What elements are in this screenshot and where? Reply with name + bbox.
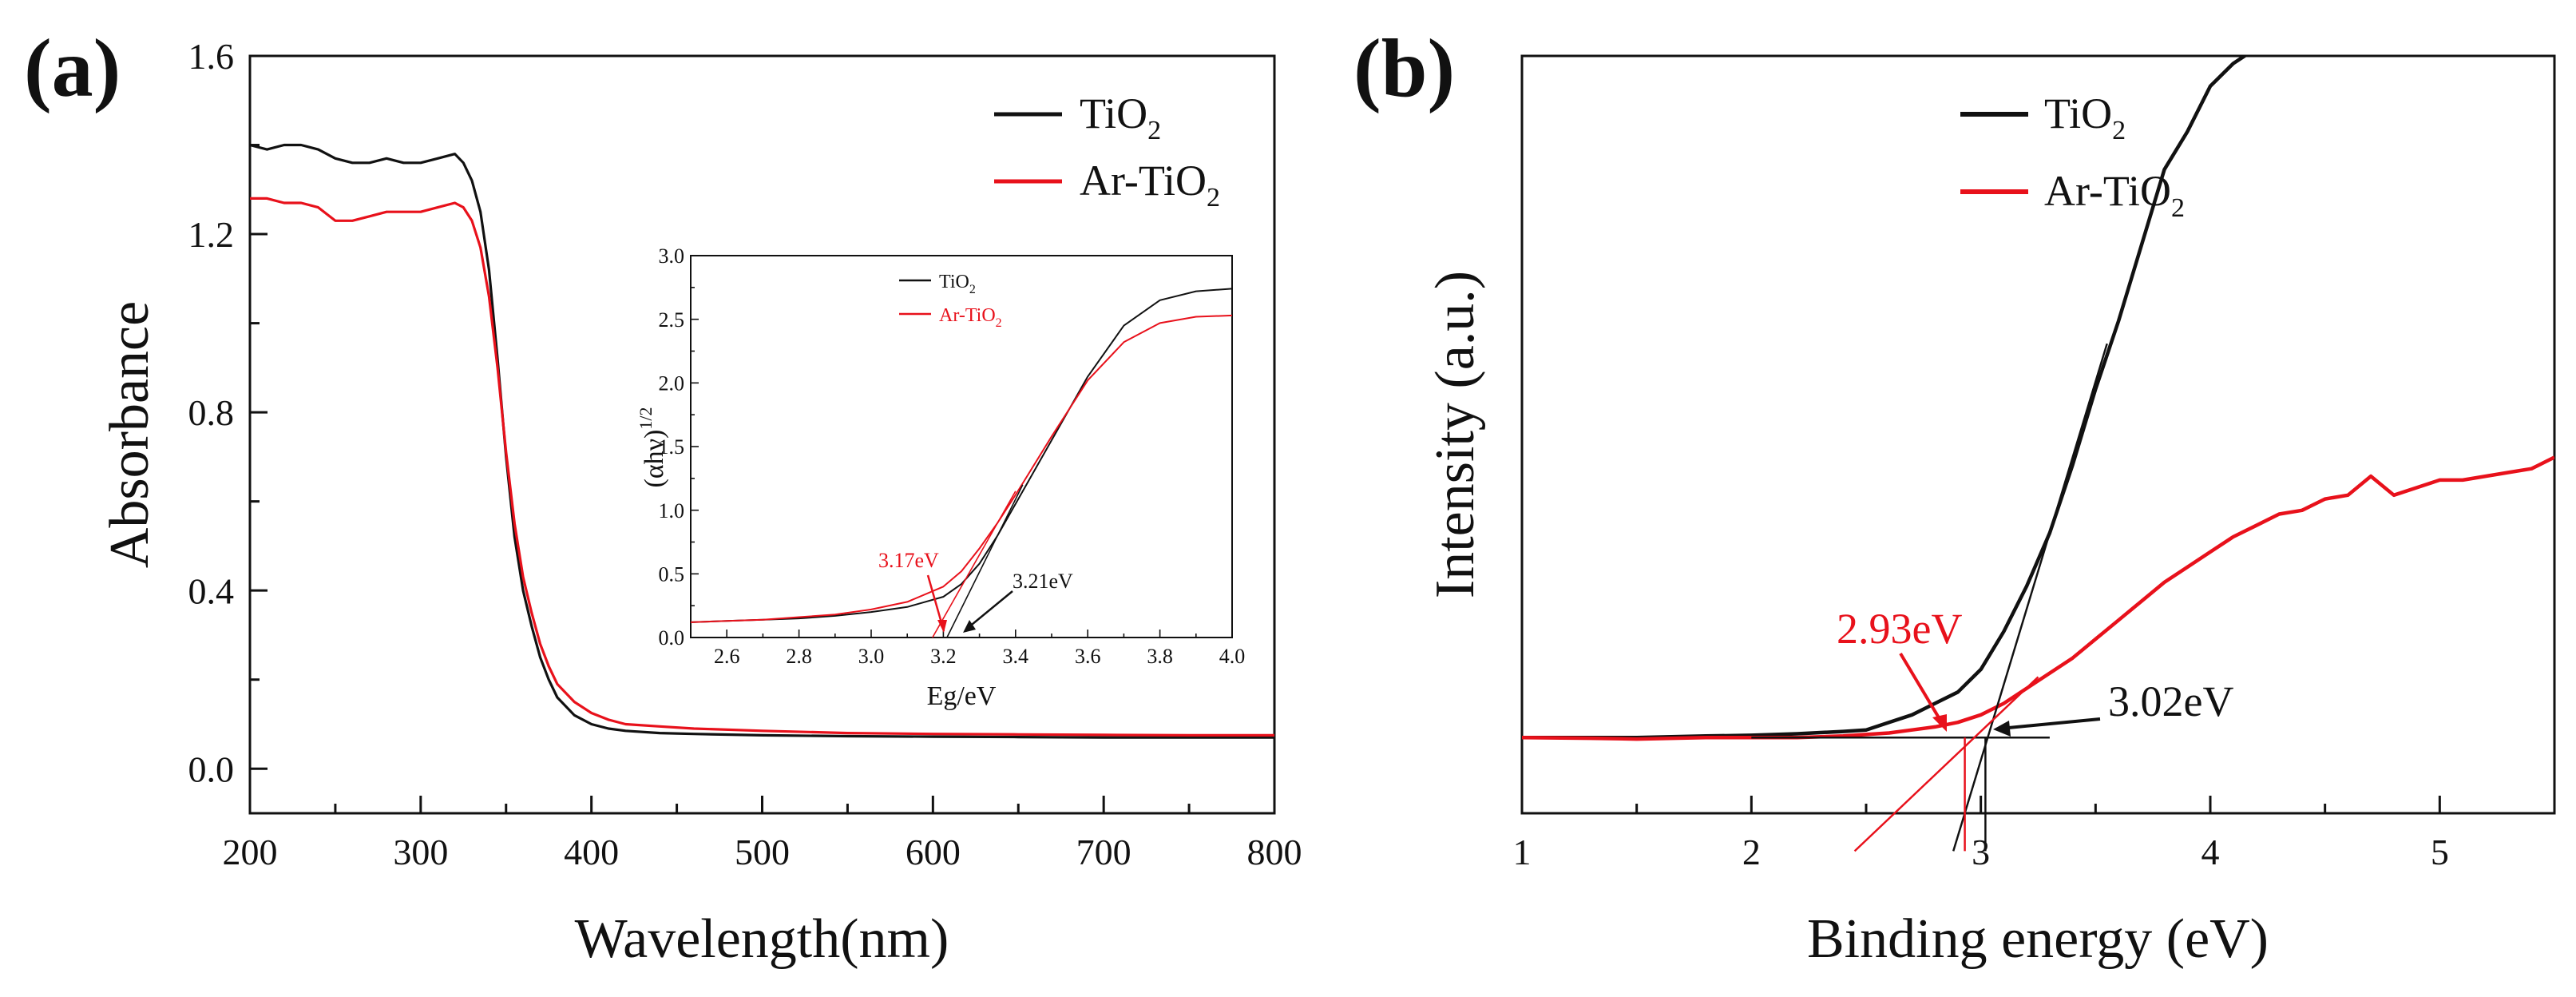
series-line-ar-tio xyxy=(691,314,1232,623)
x-tick-label: 3 xyxy=(1972,832,1990,872)
y-tick-label: 1.6 xyxy=(188,36,235,77)
y-tick-label: 0.5 xyxy=(659,562,685,586)
panel-b-annotation-3-02ev: 3.02eV xyxy=(2108,677,2233,725)
panel-b-arrowhead-3-02ev xyxy=(1993,721,2011,737)
inset-annotation-3-17ev: 3.17eV xyxy=(878,549,939,572)
inset-tick-labels: 2.6 2.8 3.0 3.2 3.4 3.6 3.8 4.0 0.0 0.5 1.0 1.5 2.0 2… xyxy=(659,244,1246,668)
x-tick-label: 2.8 xyxy=(786,645,812,668)
inset-arrow-3-21ev xyxy=(967,590,1013,629)
y-tick-label: 2.0 xyxy=(659,371,685,395)
panel-b-arrowhead-2-93ev xyxy=(1932,714,1947,732)
y-tick-label: 3.0 xyxy=(659,244,685,268)
x-tick-label: 2.6 xyxy=(714,645,740,668)
panel-b-legend-label-ar-tio2: Ar-TiO2 xyxy=(2044,167,2185,223)
panel-b-y-axis-label: Intensity (a.u.) xyxy=(1425,271,1486,598)
series-line-ar-tio2-tangent xyxy=(1853,676,2039,852)
inset-arrowhead-3-17ev xyxy=(937,620,947,633)
series-line-tio2-tangent xyxy=(1952,343,2108,852)
x-tick-label: 4 xyxy=(2201,832,2220,872)
inset-y-axis-label: (αhν)1/2 xyxy=(636,407,669,488)
series-line-ar-tio xyxy=(1522,455,2554,741)
panel-b-arrow-2-93ev xyxy=(1899,652,1944,725)
panel-b-x-axis-label: Binding energy (eV) xyxy=(1807,908,2269,970)
panel-b-frame xyxy=(1520,54,2556,815)
inset-frame xyxy=(690,255,1233,638)
panel-b-tick-labels: 1 2 3 4 5 xyxy=(1513,832,2449,872)
panel-b: (b) 1 2 3 4 5 Binding energy (eV) Intensity … xyxy=(1353,22,2556,970)
panel-b-ticks xyxy=(1520,796,2556,813)
x-tick-label: 4.0 xyxy=(1219,645,1246,668)
series-line-tio xyxy=(1522,56,2249,740)
panel-b-label: (b) xyxy=(1353,22,1455,114)
panel-b-arrow-3-02ev xyxy=(1999,717,2101,730)
panel-a-inset: 2.6 2.8 3.0 3.2 3.4 3.6 3.8 4.0 0.0 0.5 1.0 1.5 2.0 2… xyxy=(636,244,1245,711)
y-tick-label: 1.2 xyxy=(188,214,235,255)
y-tick-label: 2.5 xyxy=(659,308,685,332)
x-tick-label: 3.2 xyxy=(930,645,957,668)
series-line-tio xyxy=(691,288,1232,623)
x-tick-label: 700 xyxy=(1076,832,1131,872)
x-tick-label: 3.4 xyxy=(1003,645,1029,668)
x-tick-label: 3.6 xyxy=(1075,645,1101,668)
panel-b-annotation-2-93ev: 2.93eV xyxy=(1837,605,1962,653)
x-tick-label: 200 xyxy=(223,832,278,872)
panel-a-legend-label-ar-tio2: Ar-TiO2 xyxy=(1080,157,1220,213)
panel-b-legend: TiO2 Ar-TiO2 xyxy=(1960,89,2185,223)
x-tick-label: 500 xyxy=(735,832,790,872)
inset-x-axis-label: Eg/eV xyxy=(927,681,997,711)
x-tick-label: 400 xyxy=(564,832,619,872)
x-tick-label: 800 xyxy=(1247,832,1302,872)
x-tick-label: 3.8 xyxy=(1147,645,1173,668)
panel-a-x-axis-label: Wavelength(nm) xyxy=(575,908,949,970)
panel-a-legend: TiO2 Ar-TiO2 xyxy=(994,89,1220,213)
inset-ticks xyxy=(690,255,1233,638)
y-tick-label: 0.0 xyxy=(659,626,685,649)
panel-a-tick-labels: 200 300 400 500 600 700 800 0.0 0.4 0.8 1.2 1.6 xyxy=(188,36,1302,872)
inset-annotation-3-21ev: 3.21eV xyxy=(1013,570,1073,593)
y-tick-label: 0.0 xyxy=(188,749,235,789)
inset-arrowhead-3-21ev xyxy=(963,620,976,633)
inset-series xyxy=(691,288,1232,638)
y-tick-label: 0.4 xyxy=(188,570,235,611)
panel-a-label: (a) xyxy=(24,22,121,114)
x-tick-label: 1 xyxy=(1513,832,1532,872)
series-line-tio2-tangent xyxy=(946,484,1024,638)
panel-b-legend-label-tio2: TiO2 xyxy=(2044,89,2126,145)
x-tick-label: 3.0 xyxy=(858,645,885,668)
panel-a: (a) 200 300 400 500 600 700 800 0.0 0.4 0.8 1.2 1.6… xyxy=(24,22,1302,970)
x-tick-label: 2 xyxy=(1742,832,1761,872)
x-tick-label: 600 xyxy=(906,832,961,872)
series-line-ar-tio xyxy=(250,197,1274,737)
series-line-ar-tio2-tangent xyxy=(932,491,1017,638)
x-tick-label: 300 xyxy=(393,832,448,872)
panel-a-y-axis-label: Absorbance xyxy=(99,301,161,568)
inset-legend: TiO2 Ar-TiO2 xyxy=(899,272,1002,330)
panel-b-series xyxy=(1522,56,2554,852)
panel-a-legend-label-tio2: TiO2 xyxy=(1080,89,1161,145)
inset-legend-label-tio2: TiO2 xyxy=(939,272,976,296)
y-tick-label: 1.0 xyxy=(659,499,685,522)
y-tick-label: 1.5 xyxy=(659,435,685,459)
panel-a-series xyxy=(250,143,1274,739)
y-tick-label: 0.8 xyxy=(188,392,235,433)
x-tick-label: 5 xyxy=(2431,832,2449,872)
inset-legend-label-ar-tio2: Ar-TiO2 xyxy=(939,305,1002,330)
